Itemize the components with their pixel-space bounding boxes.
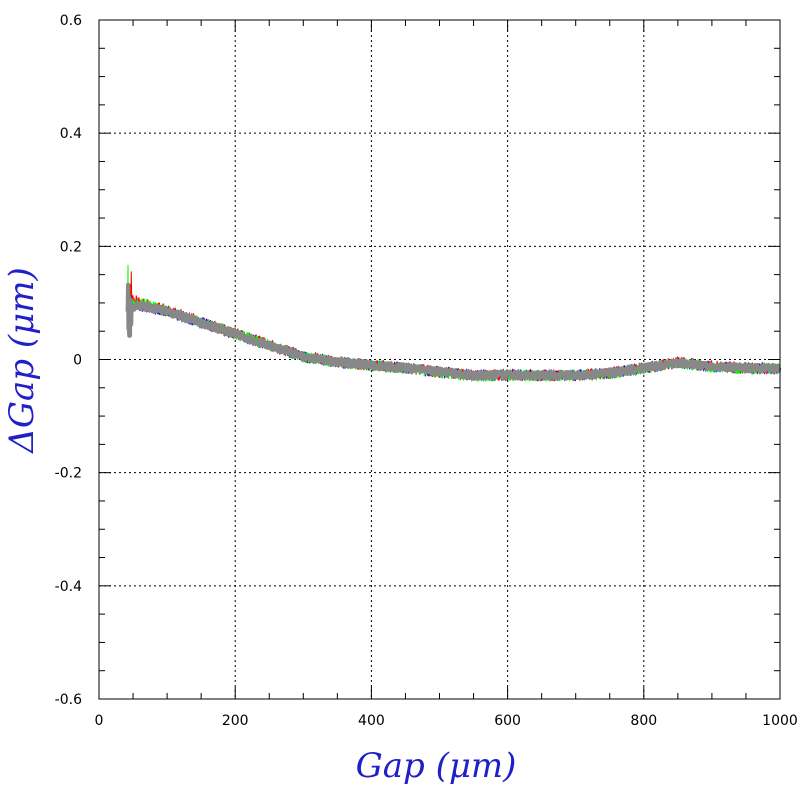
x-tick-label: 200 (222, 713, 249, 729)
y-axis-title: ΔGap (μm) (2, 267, 42, 454)
plot-frame (98, 19, 781, 700)
series-line (125, 282, 782, 381)
y-tick-label: -0.6 (55, 692, 82, 708)
x-tick-label: 600 (494, 713, 521, 729)
y-tick-label: -0.4 (55, 579, 82, 595)
grid (99, 20, 780, 699)
y-tick-label: 0.2 (60, 239, 82, 255)
y-tick-label: 0.6 (60, 13, 82, 29)
x-axis-title: Gap (μm) (356, 746, 517, 786)
x-tick-label: 0 (95, 713, 104, 729)
x-tick-label: 1000 (762, 713, 797, 729)
series-layer (125, 264, 782, 382)
x-tick-label: 800 (630, 713, 657, 729)
y-tick-label: 0.4 (60, 126, 82, 142)
y-tick-label: -0.2 (55, 466, 82, 482)
y-tick-labels: 0.6 0.4 0.2 0 -0.2 -0.4 -0.6 (55, 13, 82, 708)
x-tick-label: 400 (358, 713, 385, 729)
x-tick-labels: 0 200 400 600 800 1000 (95, 713, 797, 729)
y-tick-label: 0 (73, 353, 82, 369)
